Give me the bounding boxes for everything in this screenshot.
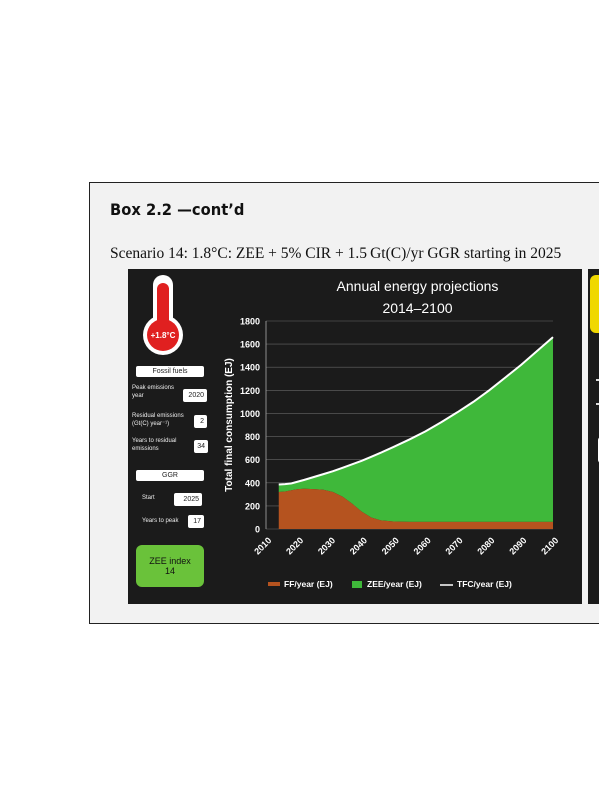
y-tick-label: 1800 bbox=[240, 317, 260, 327]
fossil-fuels-header: Fossil fuels bbox=[136, 366, 204, 377]
legend-swatch-zee bbox=[352, 581, 362, 588]
panel-mark bbox=[596, 379, 599, 381]
chart-subtitle: 2014–2100 bbox=[382, 300, 452, 316]
x-tick-label: 2090 bbox=[507, 535, 528, 556]
y-axis-label: Total final consumption (EJ) bbox=[224, 358, 235, 492]
x-tick-label: 2080 bbox=[475, 535, 496, 556]
years-residual-value: 34 bbox=[194, 440, 208, 453]
zee-area bbox=[278, 337, 553, 522]
y-tick-label: 600 bbox=[245, 455, 260, 465]
y-tick-label: 0 bbox=[255, 525, 260, 535]
y-tick-label: 1000 bbox=[240, 409, 260, 419]
x-tick-label: 2100 bbox=[539, 535, 560, 556]
x-tick-label: 2020 bbox=[284, 535, 305, 556]
ggr-start-label: Start bbox=[142, 495, 155, 501]
thermometer-icon: +1.8°C bbox=[143, 275, 183, 355]
years-residual-label: Years to residual emissions bbox=[132, 438, 177, 452]
y-tick-label: 200 bbox=[245, 501, 260, 511]
peak-year-label: Peak emissions year bbox=[132, 385, 175, 399]
chart-title: Annual energy projections bbox=[337, 278, 499, 294]
energy-chart: Annual energy projections 2014–2100 0 200 40… bbox=[224, 278, 560, 589]
x-tick-label: 2060 bbox=[412, 535, 433, 556]
yellow-badge bbox=[590, 275, 599, 333]
legend-label-zee: ZEE/year (EJ) bbox=[367, 579, 422, 589]
y-tick-label: 1400 bbox=[240, 363, 260, 373]
legend-swatch-ff bbox=[268, 582, 280, 586]
y-tick-label: 1600 bbox=[240, 340, 260, 350]
y-tick-label: 1200 bbox=[240, 386, 260, 396]
adjacent-panel bbox=[588, 269, 599, 604]
ggr-start-value: 2025 bbox=[174, 493, 202, 506]
y-tick-label: 800 bbox=[245, 432, 260, 442]
zee-index-value: 14 bbox=[164, 566, 175, 576]
ggr-header: GGR bbox=[136, 470, 204, 481]
tfc-line bbox=[278, 336, 554, 486]
legend-label-tfc: TFC/year (EJ) bbox=[457, 579, 512, 589]
x-tick-label: 2050 bbox=[380, 535, 401, 556]
peak-year-value: 2020 bbox=[183, 389, 207, 402]
zee-index-badge: ZEE index 14 bbox=[136, 545, 204, 587]
residual-emissions-value: 2 bbox=[194, 415, 207, 428]
y-tick-label: 400 bbox=[245, 478, 260, 488]
scenario-caption: Scenario 14: 1.8°C: ZEE + 5% CIR + 1.5 G… bbox=[110, 245, 562, 262]
thermometer-label: +1.8°C bbox=[151, 331, 176, 340]
years-to-peak-label: Years to peak bbox=[142, 518, 179, 524]
x-tick-label: 2070 bbox=[444, 535, 465, 556]
x-tick-label: 2030 bbox=[316, 535, 337, 556]
residual-emissions-label: Residual emissions (Gt(C) year⁻¹) bbox=[132, 413, 184, 427]
x-tick-label: 2040 bbox=[348, 535, 369, 556]
panel-mark bbox=[596, 403, 599, 405]
years-to-peak-value: 17 bbox=[188, 515, 204, 528]
energy-projection-panel: +1.8°C Fossil fuels Peak emissions year … bbox=[128, 269, 582, 604]
box-title: Box 2.2 —cont’d bbox=[110, 200, 245, 219]
box-container: Box 2.2 —cont’d Scenario 14: 1.8°C: ZEE … bbox=[89, 182, 599, 624]
ff-area bbox=[278, 488, 553, 529]
legend-label-ff: FF/year (EJ) bbox=[284, 579, 333, 589]
x-tick-label: 2010 bbox=[252, 535, 273, 556]
zee-index-label: ZEE index bbox=[149, 556, 191, 566]
